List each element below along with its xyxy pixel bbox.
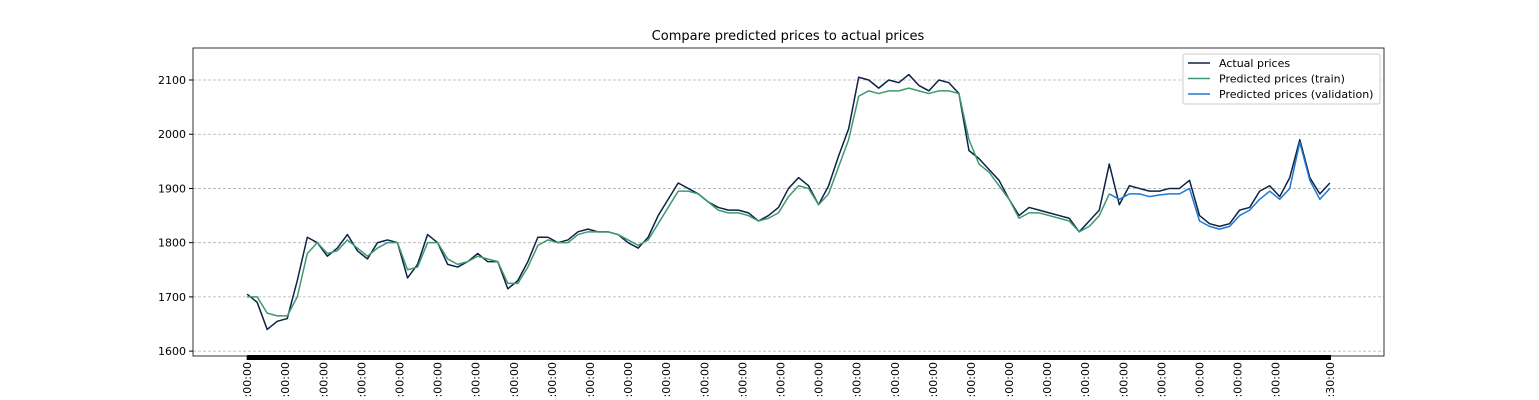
x-tick-label: :00:00 xyxy=(508,362,521,397)
y-tick-label: 1700 xyxy=(158,291,186,304)
x-tick-label: :00:00 xyxy=(889,362,902,397)
y-tick-label: 1800 xyxy=(158,237,186,250)
x-tick-label: :00:00 xyxy=(1232,362,1245,397)
legend-label: Predicted prices (validation) xyxy=(1219,88,1373,101)
x-tick-label: :00:00 xyxy=(698,362,711,397)
y-tick-label: 2100 xyxy=(158,74,186,87)
x-tick-label: :00:00 xyxy=(965,362,978,397)
x-tick-label: :00:00 xyxy=(927,362,940,397)
x-tick-label: :00:00 xyxy=(774,362,787,397)
x-tick-label: :30:00 xyxy=(1324,362,1337,397)
x-tick-label: :00:00 xyxy=(660,362,673,397)
x-tick-label: :00:00 xyxy=(279,362,292,397)
x-tick-label: :00:00 xyxy=(1117,362,1130,397)
x-tick-label: :00:00 xyxy=(1041,362,1054,397)
x-tick-label: :00:00 xyxy=(813,362,826,397)
x-tick-label: :00:00 xyxy=(1003,362,1016,397)
x-tick-label: :00:00 xyxy=(394,362,407,397)
legend: Actual prices Predicted prices (train) Pre… xyxy=(1182,53,1381,105)
y-tick-label: 2000 xyxy=(158,128,186,141)
dense-ticks xyxy=(247,355,1331,360)
x-tick-label: :00:00 xyxy=(317,362,330,397)
y-tick-label: 1900 xyxy=(158,182,186,195)
legend-label: Actual prices xyxy=(1219,57,1290,70)
x-tick-label: :00:00 xyxy=(736,362,749,397)
x-tick-label: :00:00 xyxy=(355,362,368,397)
x-tick-label: :00:00 xyxy=(1270,362,1283,397)
x-tick-label: :00:00 xyxy=(851,362,864,397)
series-line xyxy=(246,73,1331,331)
legend-box xyxy=(1182,53,1381,105)
x-tick-label: :00:00 xyxy=(622,362,635,397)
y-tick-label: 1600 xyxy=(158,345,186,358)
x-tick-label: :00:00 xyxy=(1155,362,1168,397)
x-tick-label: :00:00 xyxy=(470,362,483,397)
x-tick-label: :00:00 xyxy=(1079,362,1092,397)
series-line xyxy=(1108,141,1331,230)
x-tick-label: :00:00 xyxy=(1194,362,1207,397)
x-tick-label: :00:00 xyxy=(546,362,559,397)
axes-frame xyxy=(192,47,1385,357)
x-tick-label: :00:00 xyxy=(432,362,445,397)
legend-label: Predicted prices (train) xyxy=(1219,73,1345,86)
series-line xyxy=(247,87,1110,317)
chart-title: Compare predicted prices to actual price… xyxy=(652,29,925,44)
x-tick-label: :00:00 xyxy=(241,362,254,397)
x-tick-label: :00:00 xyxy=(584,362,597,397)
